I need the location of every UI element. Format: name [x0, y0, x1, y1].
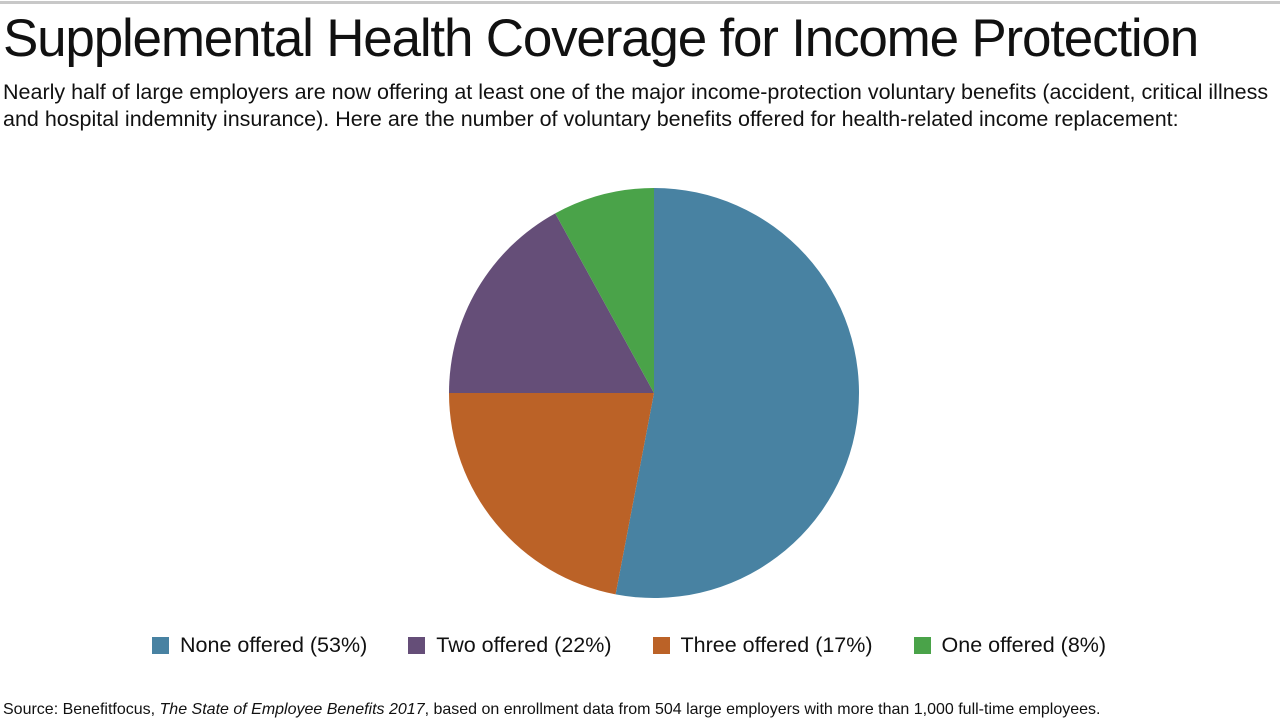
- source-publication: The State of Employee Benefits 2017: [159, 701, 425, 718]
- source-note: Source: Benefitfocus, The State of Emplo…: [3, 701, 1101, 719]
- legend-item: None offered (53%): [152, 633, 367, 658]
- legend-swatch: [408, 637, 426, 654]
- legend-label: One offered (8%): [941, 633, 1107, 657]
- legend-item: One offered (8%): [913, 633, 1107, 658]
- legend: None offered (53%) Two offered (22%) Thr…: [152, 633, 1147, 658]
- source-prefix: Source: Benefitfocus,: [3, 701, 160, 718]
- pie-slice-1: [449, 393, 654, 595]
- source-suffix: , based on enrollment data from 504 larg…: [424, 701, 1101, 718]
- pie-slice-0: [615, 188, 860, 598]
- legend-swatch: [652, 637, 670, 654]
- pie-slice-3: [555, 188, 654, 393]
- legend-label: None offered (53%): [180, 633, 368, 657]
- legend-swatch: [913, 637, 931, 654]
- top-rule: [0, 1, 1280, 4]
- legend-label: Two offered (22%): [436, 633, 612, 657]
- chart-subtitle: Nearly half of large employers are now o…: [3, 80, 1269, 131]
- legend-item: Two offered (22%): [408, 633, 612, 658]
- legend-swatch: [152, 637, 169, 654]
- pie-slice-2: [449, 213, 654, 393]
- legend-label: Three offered (17%): [680, 633, 873, 657]
- chart-title: Supplemental Health Coverage for Income …: [3, 9, 1199, 68]
- legend-item: Three offered (17%): [652, 633, 873, 658]
